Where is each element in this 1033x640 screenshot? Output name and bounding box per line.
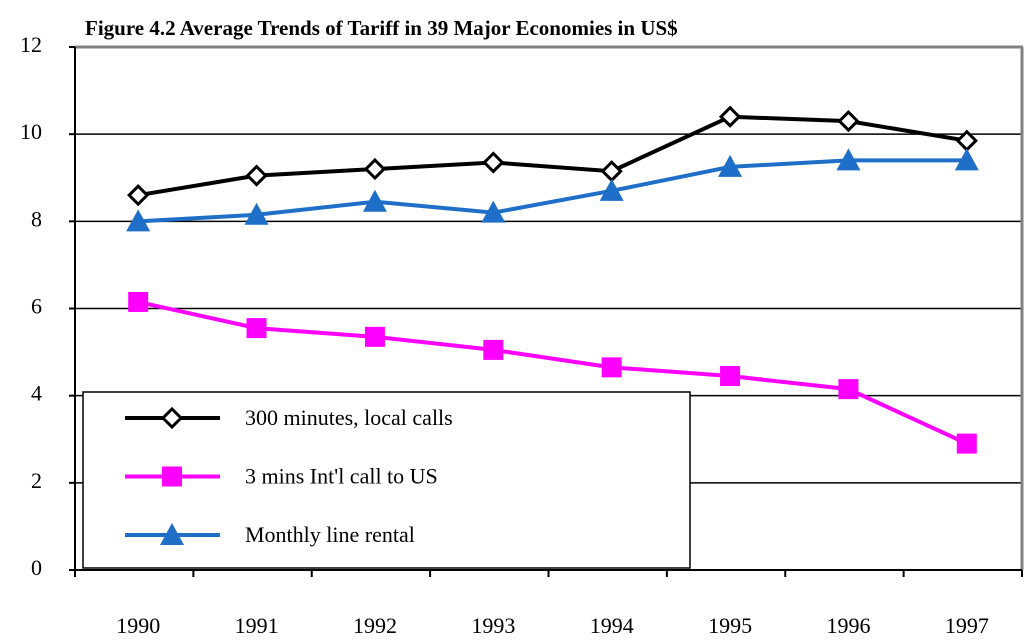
data-point bbox=[600, 160, 623, 183]
legend-label: 3 mins Int'l call to US bbox=[245, 464, 438, 489]
data-point bbox=[836, 148, 861, 171]
legend-marker bbox=[160, 406, 184, 430]
x-tick-label: 1993 bbox=[471, 613, 515, 638]
data-point bbox=[246, 318, 267, 339]
data-point bbox=[127, 184, 150, 207]
x-tick-label: 1990 bbox=[116, 613, 160, 638]
x-tick-label: 1991 bbox=[235, 613, 279, 638]
data-point bbox=[954, 148, 979, 171]
y-tick-label: 12 bbox=[20, 32, 42, 57]
x-tick-label: 1997 bbox=[945, 613, 989, 638]
series-line bbox=[137, 114, 968, 198]
data-point bbox=[481, 200, 506, 223]
chart-title: Figure 4.2 Average Trends of Tariff in 3… bbox=[85, 16, 678, 40]
data-point bbox=[362, 189, 387, 212]
data-point bbox=[482, 151, 505, 174]
data-point bbox=[128, 291, 149, 312]
legend-marker bbox=[160, 523, 184, 545]
data-point bbox=[126, 209, 151, 232]
y-tick-label: 8 bbox=[31, 206, 42, 231]
data-point bbox=[363, 157, 387, 181]
data-point bbox=[364, 326, 385, 347]
legend-marker bbox=[162, 466, 182, 487]
data-point bbox=[599, 178, 624, 201]
data-point bbox=[244, 202, 269, 225]
data-point bbox=[601, 357, 622, 378]
data-point bbox=[956, 433, 977, 454]
data-point bbox=[718, 154, 743, 177]
data-point bbox=[837, 109, 860, 133]
data-point bbox=[483, 339, 504, 360]
x-tick-label: 1992 bbox=[353, 613, 397, 638]
data-point bbox=[718, 105, 742, 128]
y-tick-label: 6 bbox=[31, 294, 42, 319]
x-tick-label: 1995 bbox=[708, 613, 752, 638]
legend-label: Monthly line rental bbox=[245, 522, 415, 547]
data-point bbox=[838, 379, 859, 400]
series-line bbox=[138, 158, 967, 224]
data-point bbox=[245, 164, 268, 187]
x-tick-label: 1996 bbox=[826, 613, 870, 638]
y-tick-label: 10 bbox=[20, 119, 42, 144]
legend-label: 300 minutes, local calls bbox=[245, 405, 453, 430]
legend-box bbox=[82, 391, 691, 569]
y-tick-label: 2 bbox=[31, 468, 42, 493]
y-tick-label: 0 bbox=[31, 555, 42, 580]
y-tick-label: 4 bbox=[31, 381, 42, 406]
series-line bbox=[137, 300, 968, 446]
x-tick-label: 1994 bbox=[590, 613, 634, 638]
data-point bbox=[720, 366, 741, 387]
